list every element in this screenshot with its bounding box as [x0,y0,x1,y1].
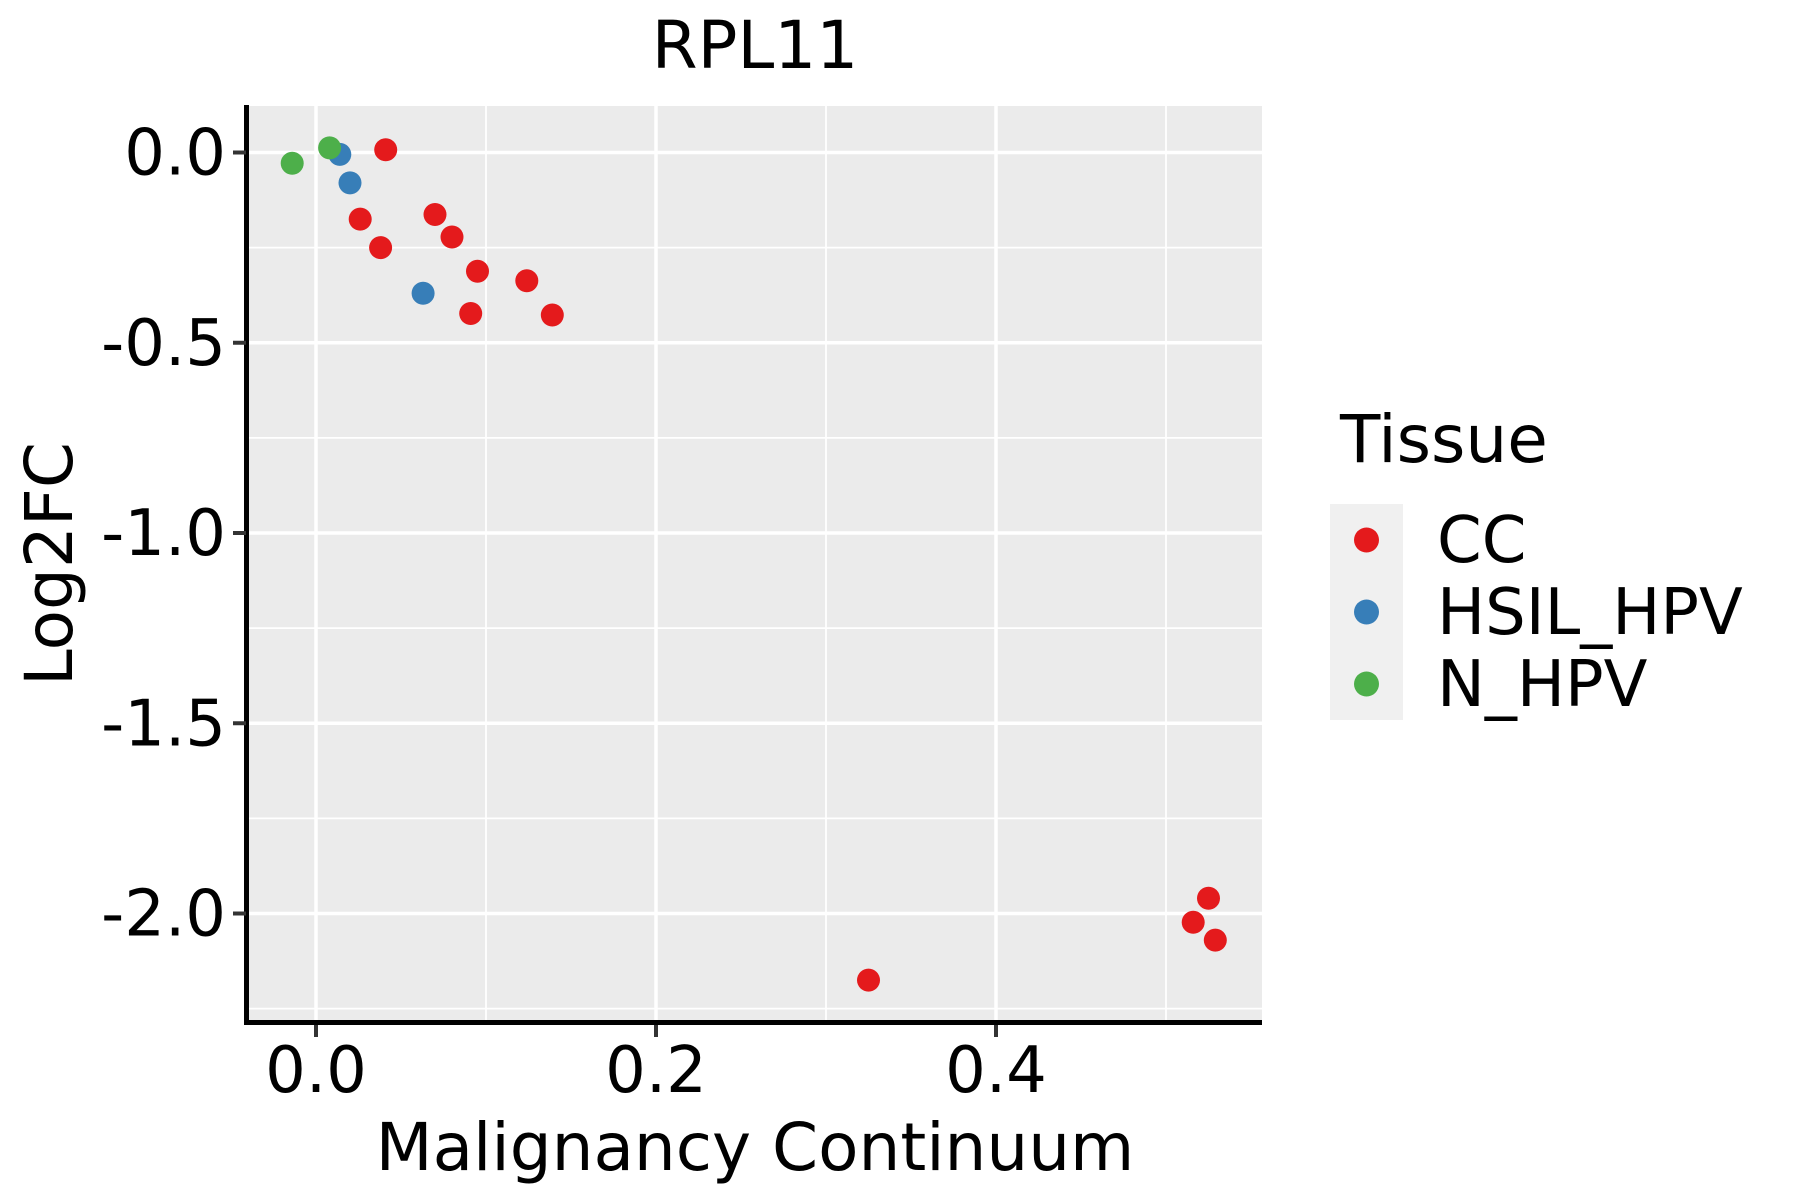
data-point-CC [440,225,464,249]
legend-label-CC: CC [1437,504,1526,578]
y-axis-title: Log2FC [11,442,88,686]
data-point-N_HPV [280,151,304,175]
x-axis-title: Malignancy Continuum [376,1109,1135,1186]
legend-label-HSIL_HPV: HSIL_HPV [1437,576,1743,650]
legend-swatch-N_HPV [1354,671,1379,697]
y-tick-label: -0.5 [101,307,226,381]
legend-label-N_HPV: N_HPV [1437,648,1648,722]
data-point-CC [466,259,489,283]
data-point-CC [374,138,398,162]
data-point-HSIL_HPV [338,171,362,195]
x-tick-label: 0.2 [605,1034,707,1108]
data-point-CC [423,203,447,226]
data-point-CC [348,207,372,231]
data-point-CC [369,236,393,260]
y-tick-label: 0.0 [124,117,226,191]
x-tick-label: 0.0 [265,1034,367,1108]
data-point-CC [1197,886,1220,910]
data-point-CC [515,269,539,293]
legend-title: Tissue [1339,401,1548,478]
data-point-CC [1181,910,1205,934]
data-point-N_HPV [318,136,342,160]
chart-title: RPL11 [652,7,858,84]
y-tick-label: -1.0 [101,497,226,571]
y-tick-label: -1.5 [101,687,226,761]
x-tick-label: 0.4 [945,1034,1047,1108]
legend-swatch-HSIL_HPV [1354,599,1379,625]
plot-panel [249,106,1262,1020]
data-point-CC [540,303,564,327]
data-point-CC [1203,928,1227,952]
data-point-CC [857,968,880,992]
legend-swatch-CC [1354,527,1379,553]
data-point-HSIL_HPV [411,281,435,305]
data-point-CC [459,302,483,325]
y-tick-label: -2.0 [101,878,226,952]
